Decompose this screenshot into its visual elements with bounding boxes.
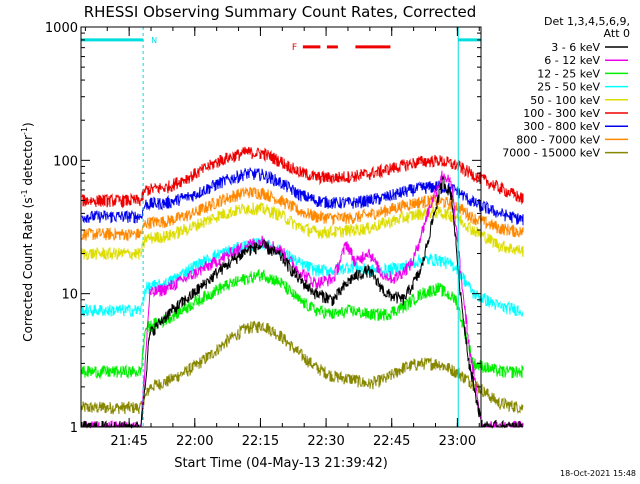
y-axis-label-part2: detector: [21, 135, 35, 190]
series-line-0: [81, 176, 523, 429]
legend-entry-label: 7000 - 15000 keV: [502, 147, 600, 160]
legend-entry-label: 6 - 12 keV: [544, 54, 600, 67]
legend-header-line: Det 1,3,4,5,6,9,: [544, 15, 630, 28]
x-axis-label: Start Time (04-May-13 21:39:42): [174, 456, 388, 471]
series-line-5: [81, 146, 524, 209]
series-line-7: [81, 186, 524, 241]
x-tick-label: 23:00: [439, 434, 476, 449]
legend-entry-label: 100 - 300 keV: [523, 107, 600, 120]
y-tick-label: 10: [61, 288, 78, 303]
x-tick-label: 21:45: [110, 434, 147, 449]
legend-entry-label: 300 - 800 keV: [523, 120, 600, 133]
series-line-4: [81, 202, 524, 261]
axis-layer: 21:45 22:00 22:15 22:30 22:45 23:00 1 10 100 1000: [45, 21, 481, 449]
y-axis-label: Corrected Count Rate (s-1 detector-1): [20, 122, 35, 341]
x-tick-label: 22:30: [307, 434, 344, 449]
legend-entry-label: 12 - 25 keV: [537, 67, 600, 80]
y-axis-label-sup1: -1: [20, 189, 29, 197]
chart-title: RHESSI Observing Summary Count Rates, Co…: [84, 3, 477, 21]
y-tick-label: 100: [53, 154, 78, 169]
date-stamp: 18-Oct-2021 15:48: [560, 469, 636, 478]
y-axis-label-part1: Corrected Count Rate (s: [21, 197, 35, 341]
legend-header-line: Att 0: [604, 27, 630, 40]
series-layer: [81, 146, 524, 429]
x-tick-label: 22:00: [176, 434, 213, 449]
x-tick-label: 22:45: [373, 434, 410, 449]
series-line-3: [81, 237, 524, 317]
night-flag-label: N: [151, 36, 157, 45]
plot-frame: [80, 26, 482, 428]
y-axis-label-sup2: -1: [20, 127, 29, 135]
legend-entry-label: 50 - 100 keV: [530, 94, 600, 107]
y-tick-label: 1: [70, 421, 78, 436]
legend-entry-label: 800 - 7000 keV: [516, 133, 600, 146]
series-line-8: [81, 320, 524, 415]
series-line-1: [81, 170, 524, 429]
legend-entry-label: 25 - 50 keV: [537, 81, 600, 94]
flare-flag-label: F: [292, 43, 297, 53]
x-tick-label: 22:15: [242, 434, 279, 449]
y-tick-label: 1000: [45, 21, 78, 36]
legend-entry-label: 3 - 6 keV: [551, 41, 600, 54]
y-axis-label-part3: ): [21, 122, 35, 127]
flag-layer: NF: [81, 27, 481, 427]
